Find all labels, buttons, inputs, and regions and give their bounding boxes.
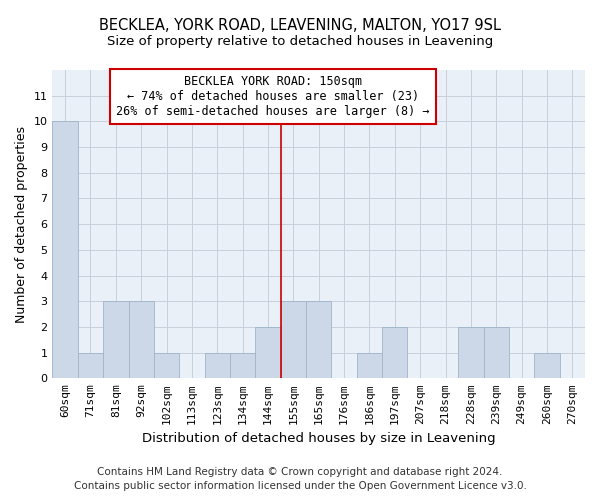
Bar <box>306 301 331 378</box>
Bar <box>205 352 230 378</box>
Bar <box>534 352 560 378</box>
Bar <box>128 301 154 378</box>
Text: Size of property relative to detached houses in Leavening: Size of property relative to detached ho… <box>107 35 493 48</box>
Y-axis label: Number of detached properties: Number of detached properties <box>15 126 28 322</box>
Bar <box>52 122 78 378</box>
Text: BECKLEA YORK ROAD: 150sqm
← 74% of detached houses are smaller (23)
26% of semi-: BECKLEA YORK ROAD: 150sqm ← 74% of detac… <box>116 75 430 118</box>
Bar <box>154 352 179 378</box>
Bar <box>256 327 281 378</box>
Bar <box>458 327 484 378</box>
Bar <box>103 301 128 378</box>
Bar <box>484 327 509 378</box>
Bar <box>230 352 256 378</box>
Bar <box>78 352 103 378</box>
Bar <box>357 352 382 378</box>
X-axis label: Distribution of detached houses by size in Leavening: Distribution of detached houses by size … <box>142 432 496 445</box>
Text: Contains HM Land Registry data © Crown copyright and database right 2024.
Contai: Contains HM Land Registry data © Crown c… <box>74 467 526 491</box>
Bar <box>281 301 306 378</box>
Bar <box>382 327 407 378</box>
Text: BECKLEA, YORK ROAD, LEAVENING, MALTON, YO17 9SL: BECKLEA, YORK ROAD, LEAVENING, MALTON, Y… <box>99 18 501 32</box>
